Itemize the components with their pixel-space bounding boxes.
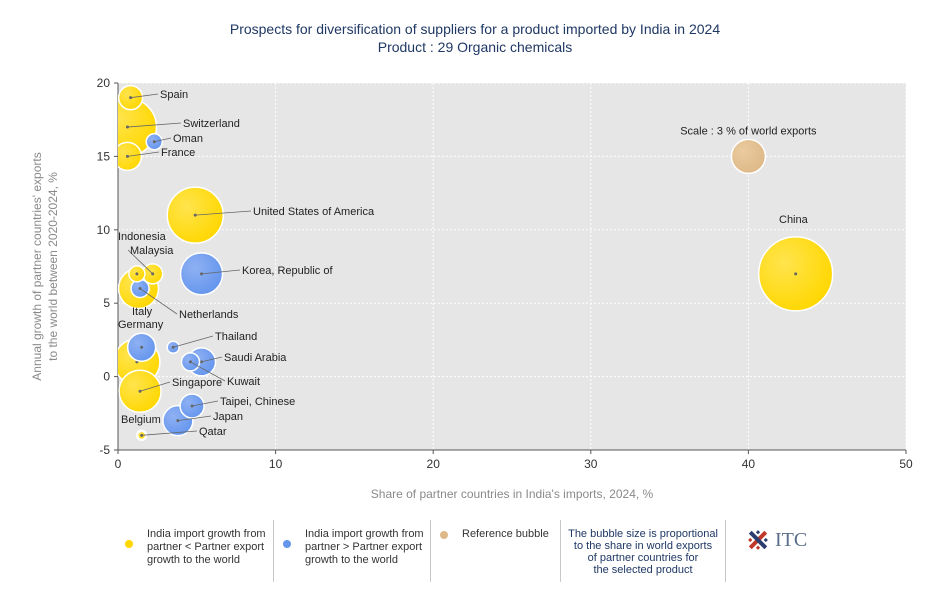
bubble-center-dot xyxy=(140,345,144,349)
legend-divider xyxy=(560,520,561,582)
blue-bubble-icon xyxy=(283,540,291,548)
bubble-chart: 0 10 20 30 40 50 -5 0 5 10 15 20 Share of partner co… xyxy=(30,76,913,501)
label-japan: Japan xyxy=(213,411,243,423)
label-leader-line xyxy=(141,430,198,436)
label-taipei-chinese: Taipei, Chinese xyxy=(220,396,295,408)
label-korea-republic-of: Korea, Republic of xyxy=(242,265,333,277)
label-netherlands: Netherlands xyxy=(179,309,239,321)
label-france: France xyxy=(161,147,195,159)
legend-yellow-text: India import growth from partner < Partn… xyxy=(147,528,266,566)
label-leader-line xyxy=(139,288,178,315)
label-germany: Germany xyxy=(118,319,164,331)
label-leader-line xyxy=(195,210,252,216)
x-tick-label: 20 xyxy=(427,457,441,471)
label-kuwait: Kuwait xyxy=(227,376,260,388)
label-switzerland: Switzerland xyxy=(183,118,240,130)
bubble-center-dot xyxy=(125,125,129,129)
x-axis-label: Share of partner countries in India's im… xyxy=(371,487,654,501)
label-malaysia: Malaysia xyxy=(130,245,174,257)
label-singapore: Singapore xyxy=(172,377,222,389)
legend-bubble-size-note: The bubble size is proportional to the s… xyxy=(568,528,718,576)
chart-title-line2: Product : 29 Organic chemicals xyxy=(377,39,573,55)
label-saudi-arabia: Saudi Arabia xyxy=(224,352,287,364)
reference-bubble[interactable] xyxy=(730,138,767,175)
itc-logo: ITC xyxy=(745,527,825,557)
bubble-center-dot xyxy=(135,272,139,276)
label-leader-line xyxy=(201,269,241,275)
legend-item-yellow: India import growth from partner < Partn… xyxy=(115,520,273,582)
legend-item-blue: India import growth from partner > Partn… xyxy=(273,520,430,582)
itc-logo-text: ITC xyxy=(775,529,808,551)
label-qatar: Qatar xyxy=(199,426,227,438)
label-leader-line xyxy=(127,122,182,128)
reference-bubble-label: Scale : 3 % of world exports xyxy=(680,125,817,137)
label-belgium: Belgium xyxy=(121,414,161,426)
x-tick-label: 50 xyxy=(899,457,913,471)
legend-divider xyxy=(430,520,431,582)
chart-title-line1: Prospects for diversification of supplie… xyxy=(229,21,721,37)
label-united-states-of-america: United States of America xyxy=(253,206,375,218)
legend-divider xyxy=(273,520,274,582)
label-leader-line xyxy=(127,249,153,275)
x-tick-label: 10 xyxy=(269,457,283,471)
chart-title: Prospects for diversification of supplie… xyxy=(0,20,950,56)
x-tick-label: 40 xyxy=(742,457,756,471)
label-leader-line xyxy=(127,151,160,157)
itc-logo-icon xyxy=(748,530,768,550)
label-leader-line xyxy=(191,400,219,407)
label-leader-line xyxy=(139,381,171,392)
y-tick-label: 5 xyxy=(103,296,110,310)
label-leader-line xyxy=(173,335,214,348)
x-tick-label: 0 xyxy=(115,457,122,471)
label-italy: Italy xyxy=(132,306,153,318)
bubble-center-dot xyxy=(125,154,129,158)
legend-reference-text: Reference bubble xyxy=(462,528,549,540)
legend-item-reference: Reference bubble xyxy=(430,520,560,582)
yellow-bubble-icon xyxy=(125,540,133,548)
label-china: China xyxy=(779,214,809,226)
legend: India import growth from partner < Partn… xyxy=(115,520,825,582)
label-leader-line xyxy=(177,415,212,422)
label-leader-line xyxy=(154,137,172,143)
x-tick-label: 30 xyxy=(584,457,598,471)
label-thailand: Thailand xyxy=(215,331,257,343)
label-indonesia: Indonesia xyxy=(118,231,167,243)
y-tick-label: 0 xyxy=(103,370,110,384)
y-tick-label: -5 xyxy=(99,443,110,457)
legend-blue-text: India import growth from partner > Partn… xyxy=(305,528,424,566)
label-leader-line xyxy=(130,93,159,99)
label-spain: Spain xyxy=(160,89,188,101)
y-tick-label: 20 xyxy=(97,76,111,90)
y-tick-label: 10 xyxy=(97,223,111,237)
label-oman: Oman xyxy=(173,133,203,145)
label-leader-line xyxy=(190,361,226,382)
label-leader-line xyxy=(201,356,223,363)
reference-bubble-icon xyxy=(440,531,448,539)
y-axis-label: Annual growth of partner countries' expo… xyxy=(30,152,60,380)
y-tick-label: 15 xyxy=(97,149,111,163)
legend-divider xyxy=(725,520,726,582)
bubble-center-dot xyxy=(794,272,798,276)
